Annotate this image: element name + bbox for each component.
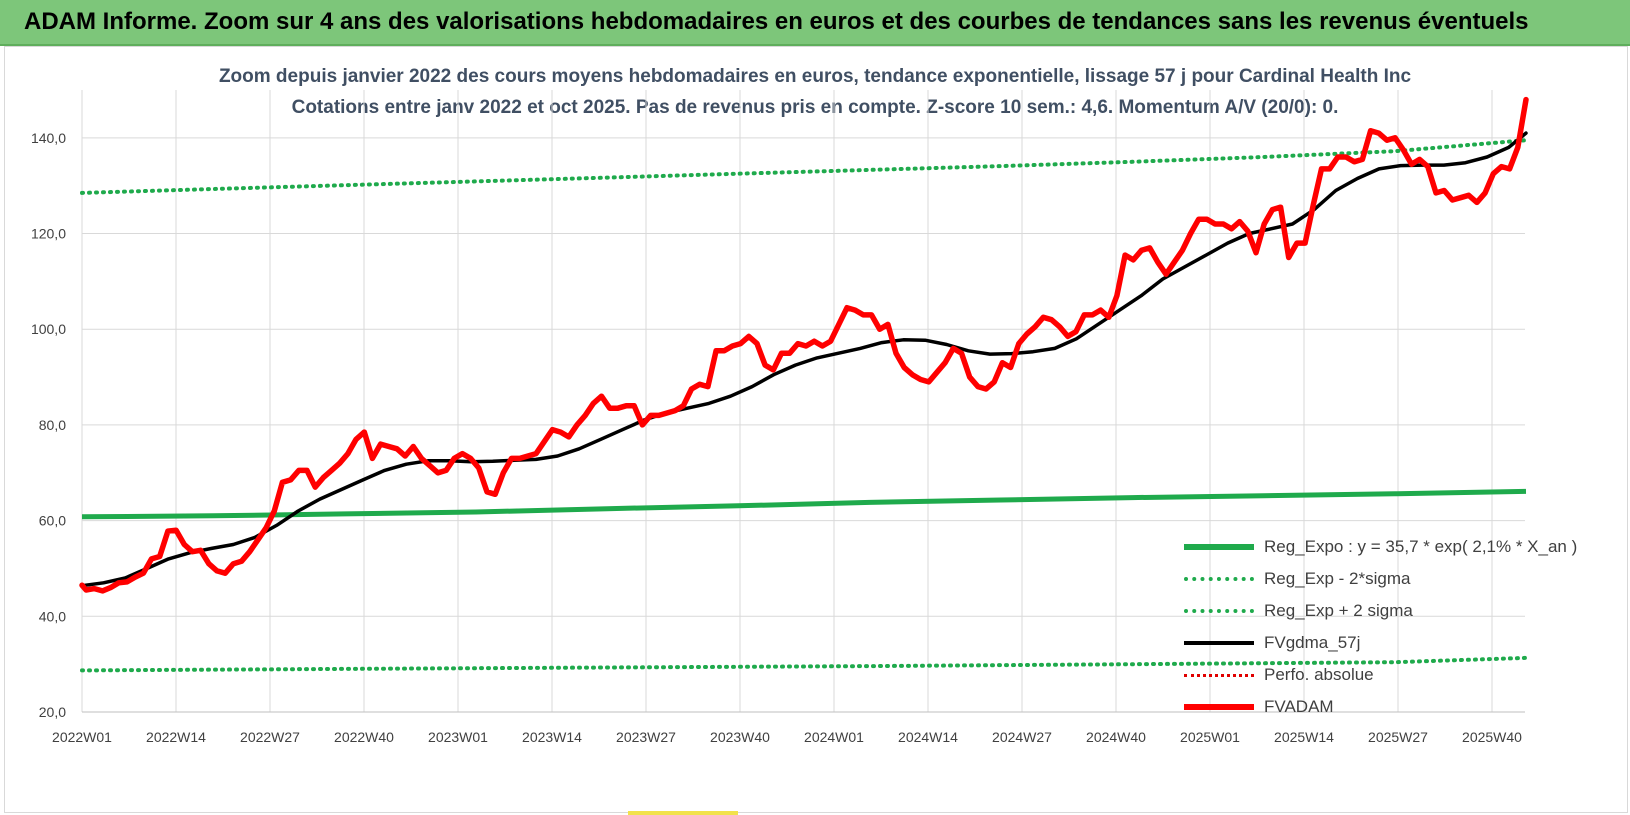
legend-swatch bbox=[1184, 577, 1254, 581]
legend-label: Perfo. absolue bbox=[1264, 665, 1374, 684]
y-axis-ticks: 20,0 40,0 60,0 80,0 100,0 120,0 140,0 bbox=[31, 130, 66, 720]
series-fvgdma-57j bbox=[80, 131, 1528, 588]
x-tick-label: 2022W14 bbox=[146, 729, 206, 745]
y-tick-label: 80,0 bbox=[39, 417, 66, 433]
bottom-accent bbox=[628, 811, 738, 815]
legend-swatch bbox=[1184, 673, 1254, 677]
legend-item-reg-expo: Reg_Expo : y = 35,7 * exp( 2,1% * X_an ) bbox=[1184, 531, 1577, 563]
x-tick-label: 2024W27 bbox=[992, 729, 1052, 745]
chart-frame bbox=[4, 46, 1628, 813]
legend-label: Reg_Expo : y = 35,7 * exp( 2,1% * X_an ) bbox=[1264, 537, 1578, 556]
x-tick-label: 2023W27 bbox=[616, 729, 676, 745]
x-tick-label: 2022W27 bbox=[240, 729, 300, 745]
y-tick-label: 60,0 bbox=[39, 513, 66, 529]
y-tick-label: 140,0 bbox=[31, 130, 66, 146]
legend-label: Reg_Exp - 2*sigma bbox=[1264, 569, 1411, 588]
header-bar: ADAM Informe. Zoom sur 4 ans des valoris… bbox=[0, 0, 1630, 46]
chart-subtitle: Cotations entre janv 2022 et oct 2025. P… bbox=[291, 97, 1339, 118]
y-tick-label: 20,0 bbox=[39, 704, 66, 720]
x-tick-label: 2024W14 bbox=[898, 729, 958, 745]
legend-item-reg-exp-plus: Reg_Exp + 2 sigma bbox=[1184, 595, 1577, 627]
series-reg-expo bbox=[81, 488, 1527, 520]
legend-swatch bbox=[1184, 609, 1254, 613]
x-tick-label: 2023W14 bbox=[522, 729, 582, 745]
x-tick-label: 2024W01 bbox=[804, 729, 864, 745]
x-tick-label: 2025W14 bbox=[1274, 729, 1334, 745]
x-tick-label: 2023W01 bbox=[428, 729, 488, 745]
series-reg-exp-plus-2sigma bbox=[80, 138, 1528, 195]
x-tick-label: 2025W01 bbox=[1180, 729, 1240, 745]
x-tick-label: 2022W01 bbox=[52, 729, 112, 745]
x-tick-label: 2022W40 bbox=[334, 729, 394, 745]
y-tick-label: 120,0 bbox=[31, 226, 66, 242]
legend-swatch bbox=[1184, 704, 1254, 710]
legend: Reg_Expo : y = 35,7 * exp( 2,1% * X_an )… bbox=[1184, 531, 1577, 723]
grid bbox=[81, 90, 1525, 713]
x-tick-label: 2024W40 bbox=[1086, 729, 1146, 745]
legend-item-reg-exp-minus: Reg_Exp - 2*sigma bbox=[1184, 563, 1577, 595]
series-lines bbox=[79, 96, 1529, 673]
legend-label: FVADAM bbox=[1264, 697, 1334, 716]
legend-item-fvgdma: FVgdma_57j bbox=[1184, 627, 1577, 659]
series-fvadam bbox=[79, 96, 1529, 594]
x-tick-label: 2023W40 bbox=[710, 729, 770, 745]
legend-item-perfo: Perfo. absolue bbox=[1184, 659, 1577, 691]
chart-title: Zoom depuis janvier 2022 des cours moyen… bbox=[218, 66, 1412, 87]
legend-item-fvadam: FVADAM bbox=[1184, 691, 1577, 723]
y-tick-label: 40,0 bbox=[39, 608, 66, 624]
page-title: ADAM Informe. Zoom sur 4 ans des valoris… bbox=[24, 8, 1529, 35]
x-tick-label: 2025W27 bbox=[1368, 729, 1428, 745]
x-tick-label: 2025W40 bbox=[1462, 729, 1522, 745]
legend-label: Reg_Exp + 2 sigma bbox=[1264, 601, 1413, 620]
legend-swatch bbox=[1184, 641, 1254, 645]
legend-label: FVgdma_57j bbox=[1264, 633, 1361, 652]
legend-swatch bbox=[1184, 544, 1254, 550]
y-tick-label: 100,0 bbox=[31, 321, 66, 337]
x-axis-ticks: 2022W01 2022W14 2022W27 2022W40 2023W01 2023W… bbox=[52, 729, 1522, 745]
